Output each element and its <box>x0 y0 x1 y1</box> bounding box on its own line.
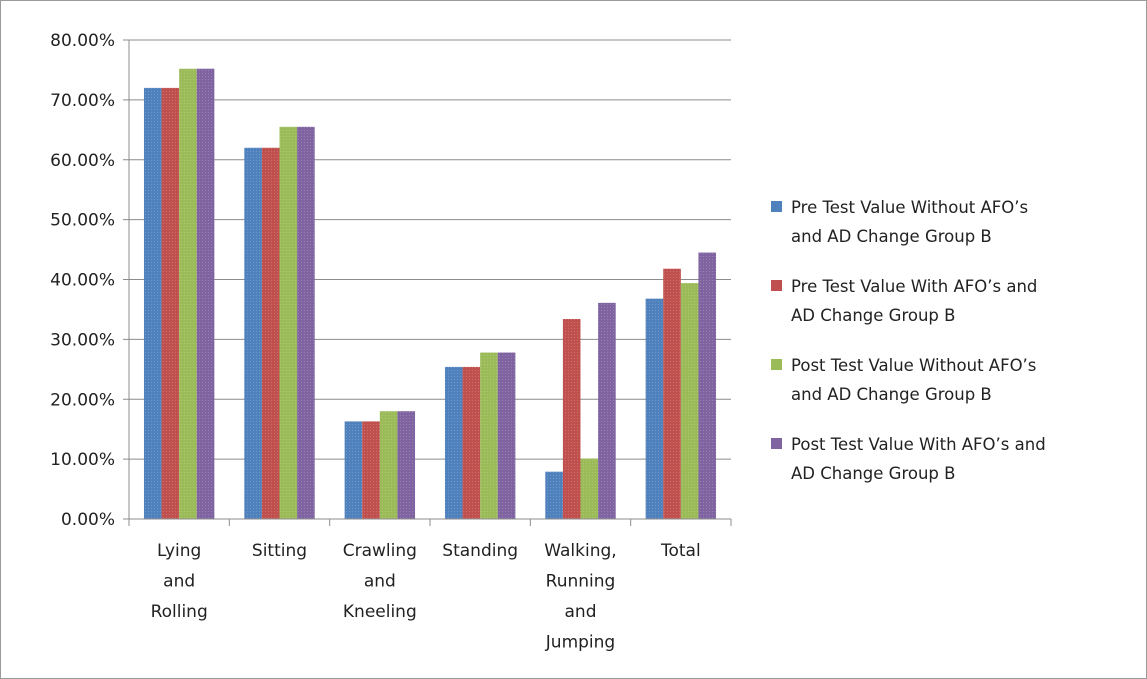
bar-texture <box>362 421 380 519</box>
x-category-label: Standing <box>442 541 518 561</box>
axes <box>123 39 732 526</box>
bar-texture <box>196 68 215 520</box>
y-tick-label: 70.00% <box>50 91 115 111</box>
legend-swatch <box>771 438 782 449</box>
x-category-label: Lying and Rolling <box>151 541 208 622</box>
y-tick-label: 40.00% <box>50 271 115 291</box>
y-tick-labels: 0.00% 10.00% 20.00% 30.00% 40.00% 50.00% 60.00… <box>50 31 115 530</box>
bar-texture <box>379 411 398 519</box>
bar-texture <box>161 87 180 520</box>
y-tick-label: 50.00% <box>50 211 115 231</box>
bar-texture <box>179 68 197 520</box>
bar-texture <box>143 87 162 520</box>
bar-texture <box>462 366 481 519</box>
legend-label: Post Test Value With AFO’s and AD Change … <box>791 435 1046 483</box>
bar-texture <box>397 411 416 519</box>
bars <box>143 68 717 520</box>
legend-swatch <box>771 201 782 212</box>
x-category-label: Walking, Running and Jumping <box>544 541 616 653</box>
bar-texture <box>598 302 616 519</box>
bar-texture <box>663 268 681 519</box>
y-tick-label: 10.00% <box>50 450 115 470</box>
y-tick-label: 0.00% <box>61 510 115 530</box>
bar-texture <box>698 252 717 519</box>
bar-texture <box>545 471 563 519</box>
y-tick-label: 30.00% <box>50 330 115 350</box>
y-tick-label: 60.00% <box>50 151 115 171</box>
y-tick-label: 20.00% <box>50 390 115 410</box>
bar-texture <box>279 126 298 519</box>
x-category-label: Crawling and Kneeling <box>343 541 417 622</box>
x-category-label: Sitting <box>252 541 307 561</box>
bar-texture <box>645 298 664 519</box>
legend: Pre Test Value Without AFO’s and AD Chang… <box>771 198 1046 483</box>
gridlines <box>129 39 731 460</box>
x-category-label: Total <box>660 541 701 561</box>
bar-texture <box>344 421 363 519</box>
legend-label: Post Test Value Without AFO’s and AD Chan… <box>791 356 1036 404</box>
bar-texture <box>261 147 280 519</box>
y-tick-label: 80.00% <box>50 31 115 51</box>
legend-swatch <box>771 359 782 370</box>
legend-swatch <box>771 280 782 291</box>
bar-texture <box>480 352 498 519</box>
x-category-labels: Lying and Rolling Sitting Crawling and Kneelin… <box>151 541 701 653</box>
bar-texture <box>444 366 463 519</box>
legend-label: Pre Test Value With AFO’s and AD Change G… <box>791 277 1037 325</box>
bar-texture <box>497 352 516 519</box>
bar-texture <box>680 283 699 519</box>
bar-texture <box>244 147 262 519</box>
legend-label: Pre Test Value Without AFO’s and AD Chang… <box>791 198 1028 246</box>
bar-texture <box>580 458 599 519</box>
bar-texture <box>562 319 581 519</box>
bar-texture <box>297 126 315 519</box>
